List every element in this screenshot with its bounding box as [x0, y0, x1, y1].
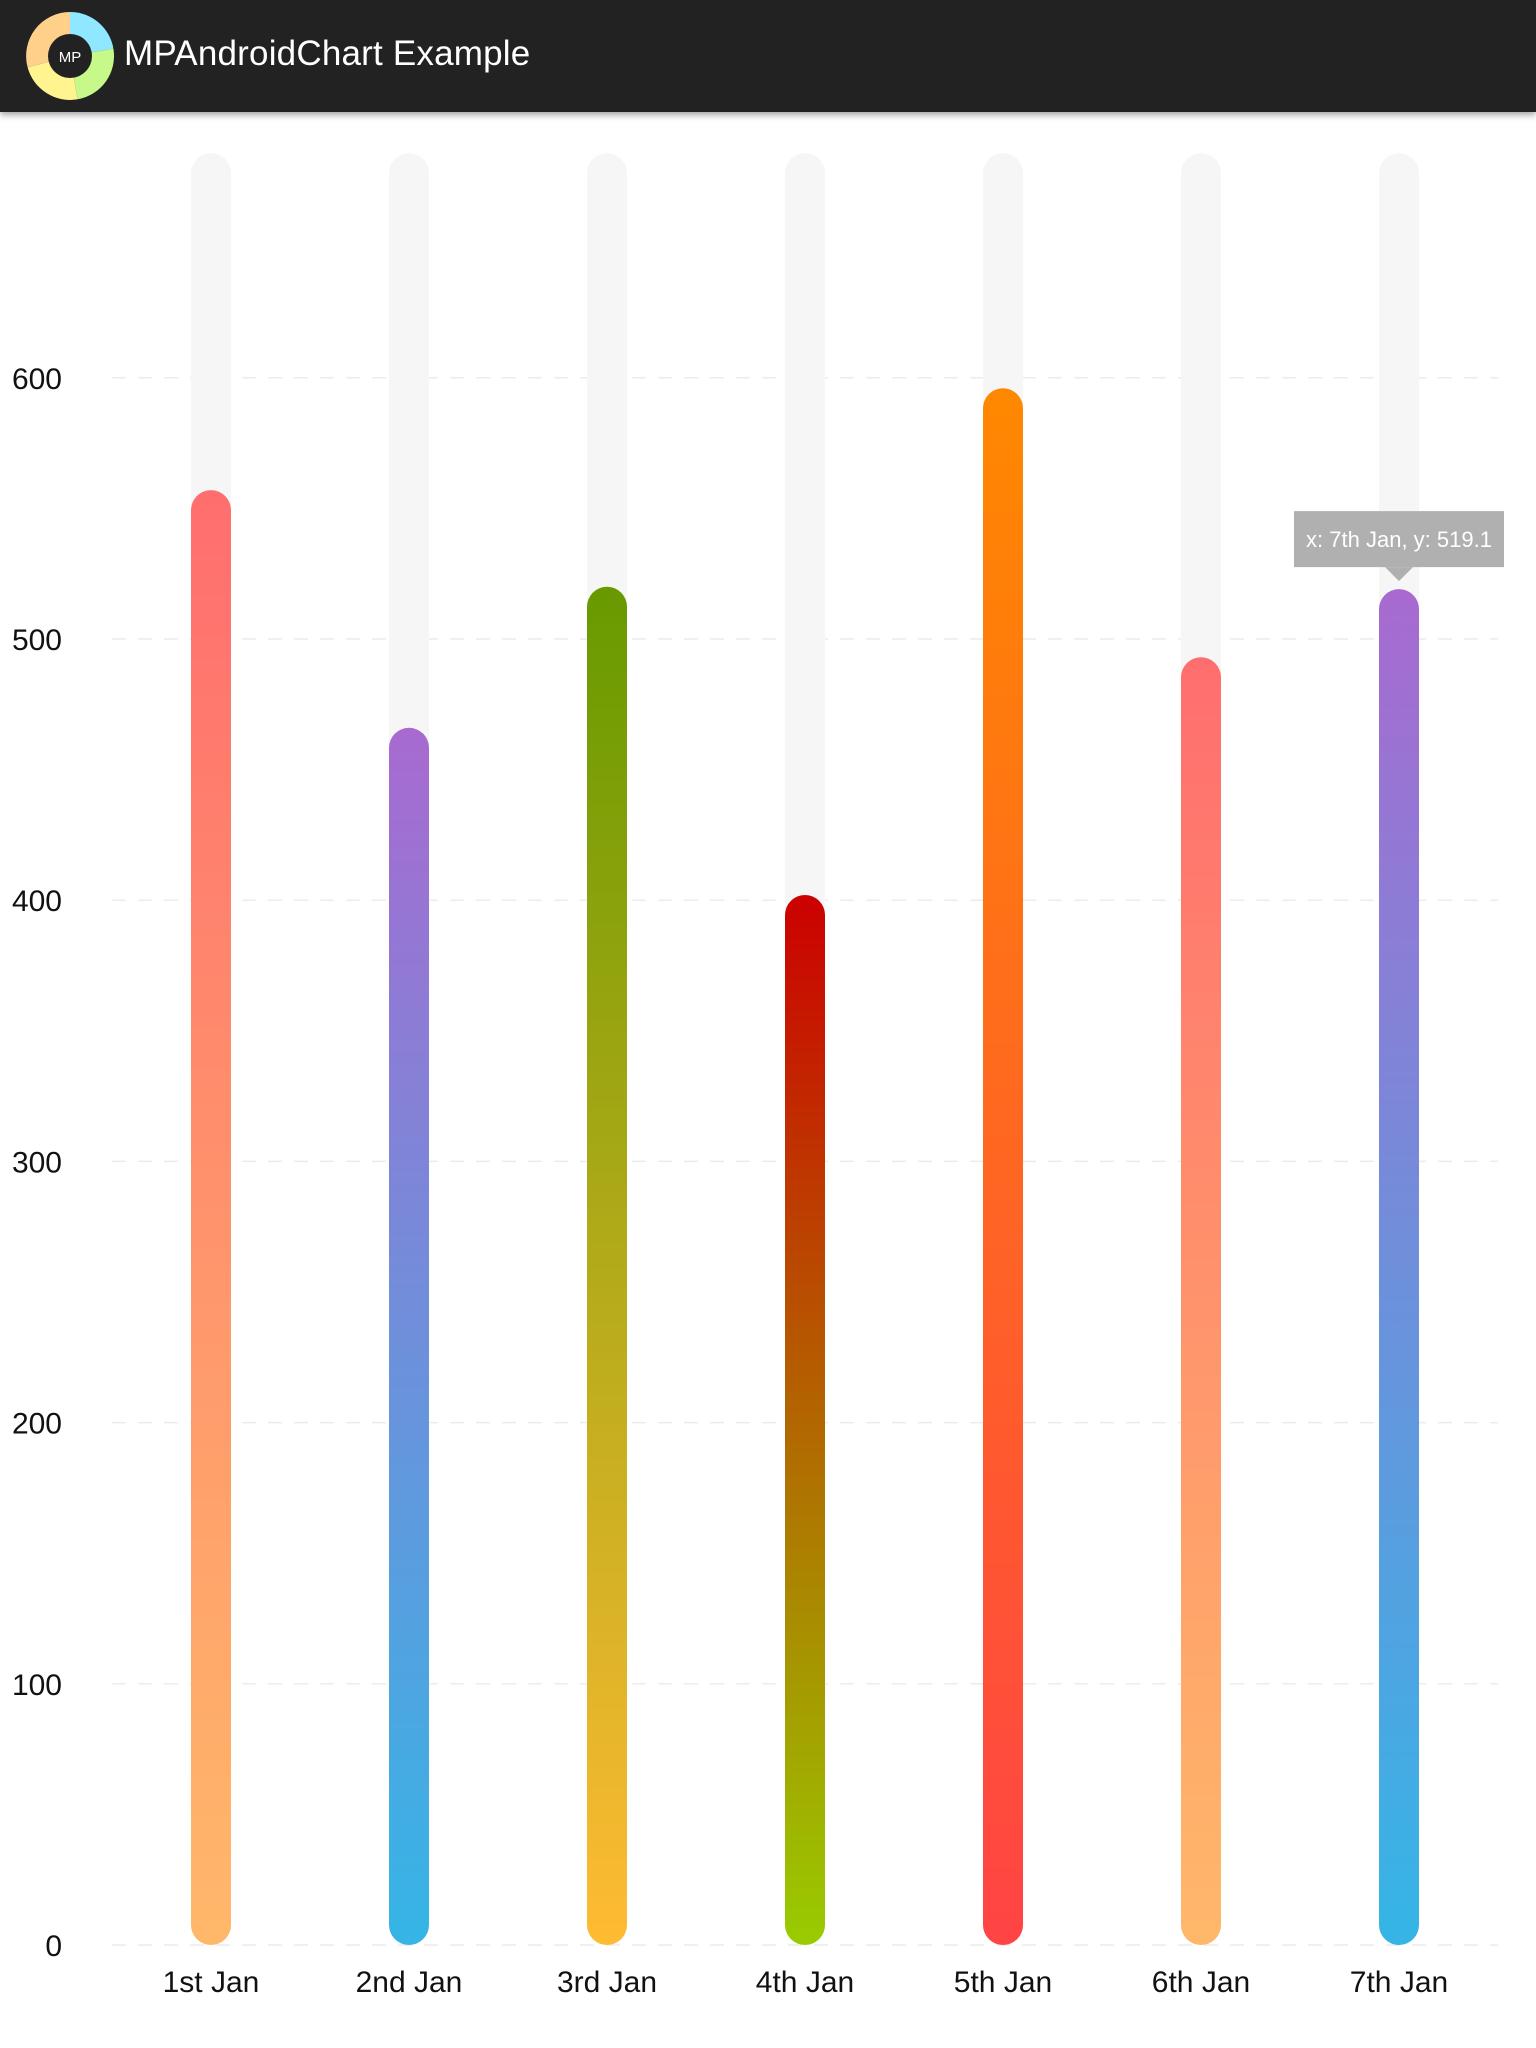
y-tick-label: 200 — [12, 1408, 62, 1441]
x-tick-label: 4th Jan — [756, 1966, 854, 1999]
bar-1[interactable] — [191, 490, 231, 1946]
chart-area[interactable]: 0 100 200 300 400 500 600 1st Jan 2nd Jan 3rd Ja… — [0, 112, 1536, 2048]
y-tick-label: 400 — [12, 885, 62, 918]
y-tick-label: 600 — [12, 363, 62, 396]
bar-5[interactable] — [983, 388, 1023, 1945]
y-tick-label: 500 — [12, 624, 62, 657]
x-tick-label: 7th Jan — [1350, 1966, 1448, 1999]
tooltip-pointer — [1385, 567, 1413, 582]
tooltip-text: x: 7th Jan, y: 519.1 — [1306, 527, 1492, 552]
highlight-marker: x: 7th Jan, y: 519.1 — [1294, 511, 1504, 582]
x-axis-labels: 1st Jan 2nd Jan 3rd Jan 4th Jan 5th Jan 6th J… — [163, 1966, 1449, 1999]
bar-7[interactable] — [1379, 589, 1419, 1945]
bars[interactable] — [191, 388, 1419, 1946]
y-tick-label: 100 — [12, 1669, 62, 1702]
y-tick-label: 300 — [12, 1146, 62, 1179]
x-tick-label: 5th Jan — [954, 1966, 1052, 1999]
app-title: MPAndroidChart Example — [124, 34, 531, 73]
x-tick-label: 6th Jan — [1152, 1966, 1250, 1999]
app-logo-text: MP — [59, 49, 82, 66]
y-tick-label: 0 — [45, 1930, 62, 1963]
x-tick-label: 3rd Jan — [557, 1966, 657, 1999]
app-logo-icon: MP — [26, 11, 115, 100]
x-tick-label: 2nd Jan — [356, 1966, 463, 1999]
grid-lines — [112, 377, 1498, 1946]
bar-3[interactable] — [587, 586, 627, 1945]
tooltip-box — [1294, 511, 1504, 568]
bar-chart[interactable]: 0 100 200 300 400 500 600 1st Jan 2nd Jan 3rd Ja… — [0, 112, 1536, 2048]
bar-6[interactable] — [1181, 657, 1221, 1946]
y-axis-labels: 0 100 200 300 400 500 600 — [12, 363, 62, 1963]
x-tick-label: 1st Jan — [163, 1966, 260, 1999]
app-bar: MP MPAndroidChart Example — [0, 0, 1536, 112]
bar-4[interactable] — [785, 894, 825, 1945]
bar-2[interactable] — [389, 727, 429, 1945]
